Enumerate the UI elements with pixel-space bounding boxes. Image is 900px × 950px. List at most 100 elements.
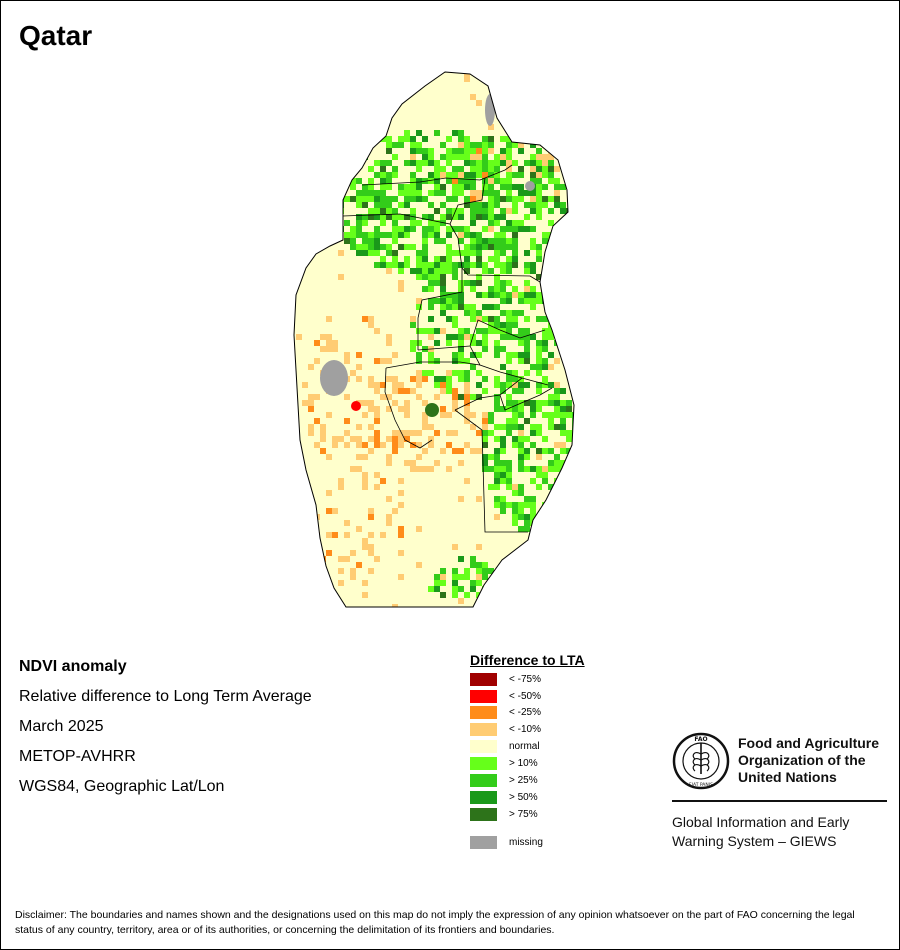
anomaly-pixel [344,430,350,436]
anomaly-pixel [530,166,536,172]
anomaly-pixel [428,262,434,268]
anomaly-pixel [488,172,494,178]
anomaly-pixel [500,226,506,232]
anomaly-pixel [476,154,482,160]
anomaly-pixel [560,400,566,406]
anomaly-pixel [356,214,362,220]
anomaly-pixel [446,298,452,304]
anomaly-pixel [398,430,404,436]
anomaly-pixel [482,334,488,340]
anomaly-pixel [530,292,536,298]
anomaly-pixel [434,232,440,238]
anomaly-pixel [302,526,308,532]
anomaly-pixel [500,472,506,478]
anomaly-pixel [428,466,434,472]
anomaly-pixel [326,112,332,118]
anomaly-pixel [506,328,512,334]
anomaly-pixel [446,412,452,418]
anomaly-pixel [476,202,482,208]
anomaly-pixel [536,604,542,607]
anomaly-pixel [452,394,458,400]
anomaly-pixel [464,250,470,256]
anomaly-pixel [294,244,296,250]
anomaly-pixel [350,244,356,250]
anomaly-pixel [452,268,458,274]
anomaly-pixel [386,244,392,250]
anomaly-pixel [542,172,548,178]
anomaly-pixel [560,418,566,424]
anomaly-pixel [470,244,476,250]
anomaly-pixel [542,364,548,370]
anomaly-pixel [332,442,338,448]
anomaly-pixel [308,430,314,436]
anomaly-pixel [446,262,452,268]
anomaly-pixel [494,352,500,358]
admin-boundaries [342,164,553,533]
anomaly-pixel [530,244,536,250]
product-name: NDVI anomaly [19,658,127,675]
anomaly-pixel [422,244,428,250]
anomaly-pixel [368,550,374,556]
anomaly-pixel [410,184,416,190]
anomaly-pixel [476,394,482,400]
anomaly-pixel [554,460,560,466]
anomaly-pixel [440,280,446,286]
anomaly-pixel [488,136,494,142]
anomaly-pixel [536,586,542,592]
anomaly-pixel [434,340,440,346]
anomaly-pixel [386,520,392,526]
anomaly-pixel [416,160,422,166]
anomaly-pixel [482,436,488,442]
anomaly-pixel [530,262,536,268]
anomaly-pixel [452,208,458,214]
anomaly-pixel [536,346,542,352]
anomaly-pixel [422,274,428,280]
anomaly-pixel [440,568,446,574]
anomaly-pixel [422,232,428,238]
anomaly-pixel [518,454,524,460]
anomaly-pixel [500,232,506,238]
legend-title: Difference to LTA [470,652,585,668]
anomaly-pixel [512,520,518,526]
anomaly-pixel [326,454,332,460]
anomaly-pixel [488,292,494,298]
anomaly-pixel [326,346,332,352]
anomaly-pixel [482,136,488,142]
anomaly-pixel [344,178,350,184]
anomaly-pixel [398,478,404,484]
anomaly-pixel [344,142,350,148]
anomaly-pixel [572,460,574,466]
anomaly-pixel [560,424,566,430]
anomaly-pixel [452,400,458,406]
anomaly-pixel [380,190,386,196]
anomaly-pixel [434,274,440,280]
anomaly-pixel [326,508,332,514]
anomaly-pixel [518,172,524,178]
anomaly-pixel [518,442,524,448]
anomaly-pixel [392,100,398,106]
anomaly-pixel [488,304,494,310]
legend-swatch [470,690,497,703]
anomaly-pixel [530,142,536,148]
anomaly-pixel [422,400,428,406]
anomaly-pixel [464,304,470,310]
anomaly-pixel [506,322,512,328]
anomaly-pixel [482,202,488,208]
anomaly-pixel [542,340,548,346]
anomaly-pixel [446,334,452,340]
anomaly-pixel [314,418,320,424]
anomaly-pixel [536,448,542,454]
anomaly-pixel [410,244,416,250]
anomaly-pixel [566,250,572,256]
anomaly-pixel [374,430,380,436]
anomaly-pixel [416,358,422,364]
anomaly-pixel [362,478,368,484]
anomaly-pixel [362,316,368,322]
anomaly-pixel [344,556,350,562]
anomaly-pixel [458,574,464,580]
anomaly-pixel [512,184,518,190]
anomaly-pixel [500,292,506,298]
anomaly-pixel [482,190,488,196]
anomaly-pixel [482,574,488,580]
anomaly-pixel [518,598,524,604]
